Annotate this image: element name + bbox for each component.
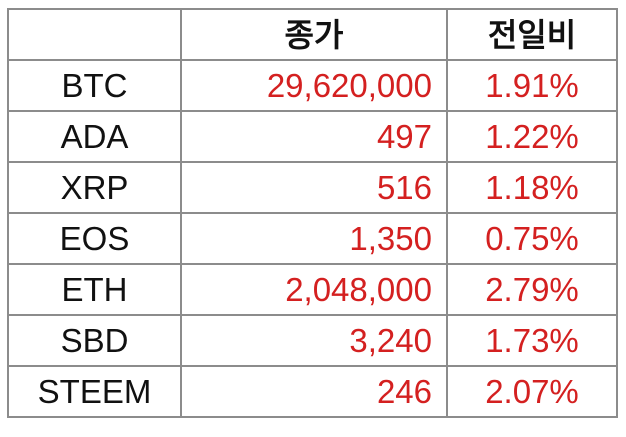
table-row: SBD 3,240 1.73%: [7, 314, 618, 367]
price-table: 종가 전일비 BTC 29,620,000 1.91% ADA 497 1.22…: [7, 8, 618, 418]
close-price-cell[interactable]: 516: [180, 161, 448, 214]
symbol-cell[interactable]: ADA: [7, 110, 182, 163]
table-row: XRP 516 1.18%: [7, 161, 618, 214]
table-row: ADA 497 1.22%: [7, 110, 618, 163]
change-cell[interactable]: 2.79%: [446, 263, 618, 316]
header-cell-close-price[interactable]: 종가: [180, 8, 448, 61]
table-row: STEEM 246 2.07%: [7, 365, 618, 418]
symbol-cell[interactable]: EOS: [7, 212, 182, 265]
table-row: ETH 2,048,000 2.79%: [7, 263, 618, 316]
table-row: EOS 1,350 0.75%: [7, 212, 618, 265]
table-row: BTC 29,620,000 1.91%: [7, 59, 618, 112]
header-cell-blank[interactable]: [7, 8, 182, 61]
close-price-cell[interactable]: 3,240: [180, 314, 448, 367]
change-cell[interactable]: 1.91%: [446, 59, 618, 112]
change-cell[interactable]: 1.18%: [446, 161, 618, 214]
close-price-cell[interactable]: 497: [180, 110, 448, 163]
close-price-cell[interactable]: 1,350: [180, 212, 448, 265]
change-cell[interactable]: 1.22%: [446, 110, 618, 163]
close-price-cell[interactable]: 29,620,000: [180, 59, 448, 112]
symbol-cell[interactable]: STEEM: [7, 365, 182, 418]
change-cell[interactable]: 0.75%: [446, 212, 618, 265]
symbol-cell[interactable]: BTC: [7, 59, 182, 112]
change-cell[interactable]: 2.07%: [446, 365, 618, 418]
header-cell-change[interactable]: 전일비: [446, 8, 618, 61]
change-cell[interactable]: 1.73%: [446, 314, 618, 367]
header-row: 종가 전일비: [7, 8, 618, 61]
symbol-cell[interactable]: XRP: [7, 161, 182, 214]
symbol-cell[interactable]: SBD: [7, 314, 182, 367]
close-price-cell[interactable]: 246: [180, 365, 448, 418]
symbol-cell[interactable]: ETH: [7, 263, 182, 316]
close-price-cell[interactable]: 2,048,000: [180, 263, 448, 316]
